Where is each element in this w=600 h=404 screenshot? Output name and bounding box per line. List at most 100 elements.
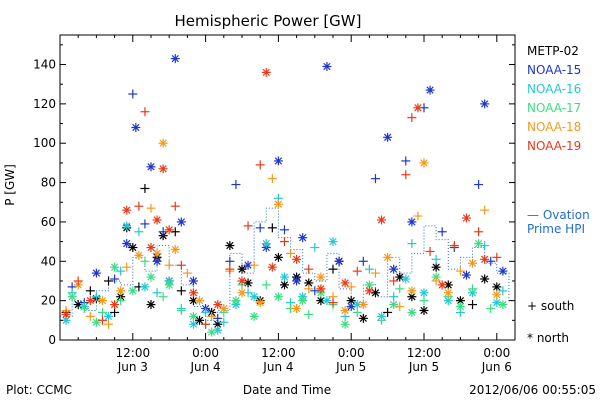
data-point-north (188, 319, 198, 329)
data-point-north (158, 138, 168, 148)
data-point-south (122, 262, 132, 272)
star-stroke (292, 277, 301, 285)
data-point-south (468, 284, 478, 294)
data-point-north (128, 286, 138, 296)
star-stroke (232, 296, 240, 305)
data-point-south (116, 296, 126, 306)
data-point-south (474, 180, 484, 190)
data-point-north (340, 319, 350, 329)
data-point-south (170, 227, 180, 237)
data-point-south (201, 319, 211, 329)
data-point-north (152, 256, 162, 266)
x-tick-label-time: 0:00 (483, 346, 510, 360)
star-stroke (244, 261, 252, 269)
star-stroke (462, 271, 471, 279)
star-stroke (462, 214, 471, 222)
ovation-legend-label: — Ovation (527, 208, 590, 222)
data-point-south (134, 227, 144, 237)
x-tick-label-time: 0:00 (338, 346, 365, 360)
star-stroke (408, 287, 416, 295)
star-stroke (171, 54, 179, 63)
data-point-north (298, 233, 308, 243)
star-stroke (408, 293, 416, 301)
data-point-north (91, 268, 101, 278)
star-stroke (177, 218, 185, 226)
data-point-north (492, 298, 502, 308)
data-point-south (370, 268, 380, 278)
star-stroke (153, 216, 161, 224)
data-point-north (164, 280, 174, 290)
y-tick-label: 140 (33, 58, 56, 72)
star-stroke (341, 320, 349, 328)
star-stroke (250, 293, 258, 301)
data-point-north (213, 325, 223, 335)
data-point-south (310, 243, 320, 253)
star-stroke (153, 257, 161, 265)
star-stroke (481, 255, 489, 263)
data-point-north (389, 300, 399, 310)
star-stroke (147, 163, 155, 171)
data-point-south (474, 227, 484, 237)
star-stroke (250, 312, 258, 321)
data-point-north (480, 254, 490, 264)
data-point-south (328, 264, 338, 274)
data-point-north (431, 262, 441, 272)
data-point-south (73, 276, 83, 286)
data-point-north (498, 266, 508, 276)
star-stroke (129, 287, 137, 295)
star-stroke (347, 296, 355, 305)
star-stroke (159, 165, 167, 173)
data-point-south (389, 276, 399, 286)
legend: METP-02 NOAA-15 NOAA-16 NOAA-17 NOAA-18 NOAA-… (527, 44, 590, 345)
data-point-south (158, 292, 168, 302)
star-stroke (359, 300, 367, 309)
data-point-north (383, 132, 393, 142)
data-point-south (395, 302, 405, 312)
star-stroke (420, 159, 428, 167)
data-point-north (480, 274, 490, 284)
data-point-north (480, 99, 490, 109)
data-point-north (322, 61, 332, 71)
data-point-south (261, 280, 271, 290)
data-point-south (79, 304, 89, 314)
star-stroke (171, 245, 179, 254)
data-point-north (134, 250, 144, 260)
legend-entry: NOAA-18 (527, 120, 581, 134)
data-point-south (407, 113, 417, 123)
star-stroke (165, 281, 173, 289)
x-tick-label-date: Jun 3 (117, 360, 148, 374)
data-point-south (116, 266, 126, 276)
star-stroke (165, 226, 173, 234)
data-point-north (110, 300, 120, 310)
series-metp-02 (61, 183, 502, 329)
data-point-south (140, 183, 150, 193)
star-stroke (499, 300, 507, 309)
series-noaa-19 (61, 67, 502, 329)
data-point-south (358, 256, 368, 266)
data-point-north (419, 305, 429, 315)
star-stroke (214, 300, 222, 309)
data-point-north (85, 296, 95, 306)
star-stroke (189, 277, 198, 285)
data-point-north (358, 300, 368, 310)
data-point-north (334, 256, 344, 266)
star-stroke (493, 291, 501, 299)
series-noaa-18 (61, 138, 502, 329)
star-stroke (220, 304, 228, 313)
star-stroke (481, 275, 489, 283)
data-point-north (419, 158, 429, 168)
data-point-south (225, 256, 235, 266)
star-stroke (98, 296, 107, 305)
x-axis-label: Date and Time (243, 383, 331, 397)
star-stroke (408, 218, 416, 226)
data-point-south (352, 307, 362, 317)
data-point-south (176, 305, 186, 315)
star-stroke (468, 259, 477, 267)
data-point-south (164, 260, 174, 270)
ovation-legend-label: Prime HPI (527, 222, 585, 236)
data-point-south (328, 298, 338, 308)
data-point-north (492, 290, 502, 300)
legend-entry: NOAA-16 (527, 82, 581, 96)
data-point-north (146, 300, 156, 310)
star-stroke (153, 249, 161, 258)
